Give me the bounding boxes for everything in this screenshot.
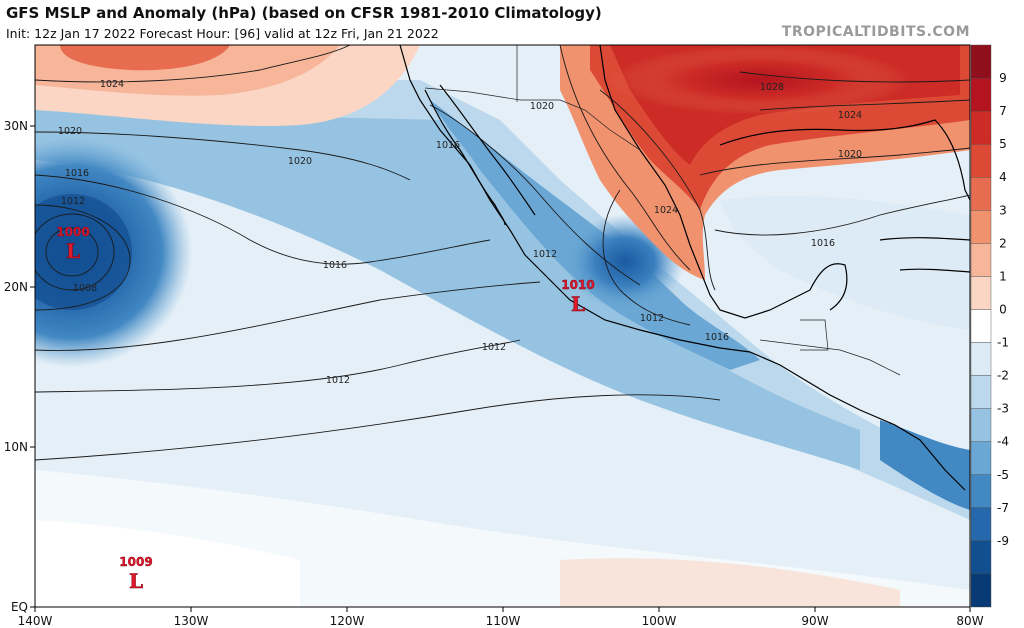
colorbar-label: 5 [999, 137, 1007, 151]
colorbar-swatch [970, 342, 992, 376]
longitude-axis: 140W 130W 120W 110W 100W 90W 80W [18, 607, 984, 628]
isobar-label: 1016 [705, 332, 729, 343]
lon-label: 90W [801, 614, 828, 628]
lon-label: 120W [330, 614, 365, 628]
isobar-lines [35, 45, 970, 461]
colorbar-swatch [970, 44, 992, 79]
lon-label: 130W [174, 614, 209, 628]
low-symbol: L [129, 569, 143, 593]
colorbar-label: 7 [999, 104, 1007, 118]
latitude-axis: 30N 20N 10N EQ [4, 119, 35, 614]
isobar-label: 1020 [838, 149, 862, 160]
low-symbol: L [66, 239, 80, 263]
isobar-label: 1020 [288, 156, 312, 167]
colorbar-swatch [970, 573, 992, 608]
isobar-labels: 1024 1020 1016 1012 1008 1020 1016 1016 1012 1012… [58, 79, 862, 386]
colorbar-label: -1 [997, 336, 1009, 350]
isobar-label: 1020 [58, 126, 82, 137]
colorbar-label: 9 [999, 71, 1007, 85]
isobar-label: 1008 [73, 283, 97, 294]
chart-title: GFS MSLP and Anomaly (hPa) (based on CFS… [6, 4, 602, 22]
isobar-label: 1012 [533, 249, 557, 260]
pressure-center-value: 1010 [561, 278, 594, 292]
lat-label: EQ [11, 600, 28, 614]
lon-label: 110W [486, 614, 521, 628]
colorbar-label: -7 [997, 501, 1009, 515]
lon-label: 140W [18, 614, 53, 628]
isobar-label: 1012 [640, 313, 664, 324]
colorbar-label: 0 [999, 302, 1007, 316]
isobar-label: 1016 [323, 260, 347, 271]
colorbar-swatch [970, 110, 992, 145]
isobar-label: 1028 [760, 82, 784, 93]
isobar-label: 1016 [436, 140, 460, 151]
colorbar-swatch [970, 77, 992, 112]
lat-label: 30N [4, 119, 28, 133]
isobar-label: 1016 [65, 168, 89, 179]
isobar-label: 1024 [838, 110, 862, 121]
colorbar-label: -5 [997, 468, 1009, 482]
colorbar-label: -2 [997, 369, 1009, 383]
lon-label: 80W [956, 614, 983, 628]
colorbar-swatch [970, 441, 992, 475]
colorbar-swatch [970, 540, 992, 575]
isobar-label: 1012 [326, 375, 350, 386]
colorbar-swatch [970, 408, 992, 442]
coastlines [399, 45, 970, 491]
low-symbol: L [571, 292, 585, 316]
colorbar-swatch [970, 276, 992, 310]
pressure-center-value: 1009 [119, 555, 152, 569]
colorbar-label: -3 [997, 402, 1009, 416]
colorbar-label: 2 [999, 236, 1007, 250]
colorbar-swatch [970, 375, 992, 409]
colorbar-label: 4 [999, 170, 1007, 184]
colorbar: 9 7 5 4 3 2 1 0 -1 -2 -3 -4 -5 -7 -9 [970, 44, 1009, 608]
country-borders [424, 45, 901, 376]
colorbar-label: -4 [997, 435, 1009, 449]
colorbar-swatch [970, 243, 992, 277]
isobar-label: 1012 [482, 342, 506, 353]
colorbar-swatch [970, 143, 992, 178]
colorbar-swatch [970, 507, 992, 542]
colorbar-label: 1 [999, 269, 1007, 283]
colorbar-swatch [970, 177, 992, 211]
brand-watermark: TROPICALTIDBITS.COM [781, 24, 970, 40]
lat-label: 20N [4, 280, 28, 294]
colorbar-label: -9 [997, 534, 1009, 548]
colorbar-swatch [970, 309, 992, 343]
lat-label: 10N [4, 440, 28, 454]
chart-subtitle: Init: 12z Jan 17 2022 Forecast Hour: [96… [6, 26, 439, 41]
isobar-label: 1012 [61, 196, 85, 207]
colorbar-label: 3 [999, 203, 1007, 217]
isobar-label: 1016 [811, 238, 835, 249]
colorbar-swatch [970, 474, 992, 509]
lon-label: 100W [642, 614, 677, 628]
isobar-label: 1024 [100, 79, 124, 90]
colorbar-swatch [970, 210, 992, 244]
isobar-label: 1024 [654, 205, 678, 216]
isobar-label: 1020 [530, 101, 554, 112]
pressure-center-value: 1000 [56, 225, 89, 239]
